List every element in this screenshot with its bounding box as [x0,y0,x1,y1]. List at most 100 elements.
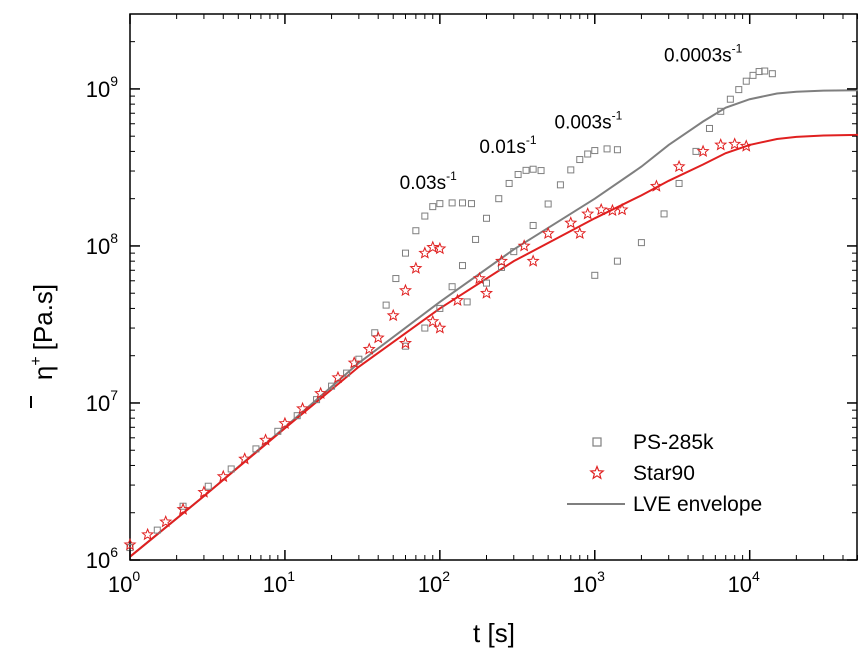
data-point [522,166,530,174]
legend-marker-square [592,437,602,447]
data-point [768,70,776,78]
data-point [159,514,173,528]
data-point [313,396,321,404]
data-point [343,369,351,377]
data-point [556,181,564,189]
x-tick-label: 104 [728,568,760,597]
data-point [482,279,490,287]
data-point [274,427,282,435]
data-point [278,416,292,430]
data-point [448,283,456,291]
data-point [541,226,555,240]
y-axis-superscript: + [28,356,45,365]
data-point [382,301,390,309]
annotations: 0.03s-1 0.01s-1 0.003s-1 0.0003s-1 [400,41,743,194]
data-point [371,330,385,344]
legend-label: Star90 [633,462,695,485]
data-point [429,203,437,211]
data-point [448,199,456,207]
y-tick-labels: 106 107 108 109 [86,73,118,573]
plot-frame [129,13,858,561]
data-point [615,202,629,216]
data-point [398,283,413,297]
lve-envelope-line-1 [129,133,858,558]
data-point [717,107,725,115]
x-axis-title: t [s] [473,618,515,648]
ticks-layer [129,13,858,561]
data-point [123,537,137,551]
data-point [227,465,235,473]
data-point [498,263,506,271]
data-point [726,95,734,103]
data-point [153,526,161,534]
data-point [472,235,480,243]
data-point [613,146,621,154]
data-point [436,200,444,208]
data-point [482,214,490,222]
data-point [605,203,619,217]
x-tick-labels: 100 101 102 103 104 [108,568,760,597]
data-point [467,200,475,208]
y-tick-label: 108 [86,230,118,259]
data-point [705,124,713,132]
series-star90 [123,137,753,551]
data-point [510,248,518,256]
data-point [576,156,584,164]
data-point [401,249,409,257]
y-tick-label: 107 [86,387,118,416]
data-point [450,293,465,306]
legend: PS-285k Star90 LVE envelope [567,431,762,516]
data-point [463,298,471,306]
x-tick-label: 100 [108,568,140,597]
data-point [433,241,447,255]
data-point [567,166,575,174]
data-point [386,308,400,322]
rate-annotation: 0.03s-1 [400,169,457,194]
data-point [436,304,444,312]
data-point [472,271,486,285]
rate-annotation: 0.003s-1 [555,108,623,133]
legend-item: PS-285k [592,431,714,454]
data-point [735,86,743,94]
data-point [426,240,440,253]
data-point [479,286,494,299]
data-point [331,370,345,384]
y-axis-title: η+ [Pa.s] [28,284,58,408]
data-point [637,239,645,247]
data-point [259,433,273,446]
data-point [529,165,537,173]
data-point [216,469,230,483]
data-point [176,502,190,515]
data-point [529,221,537,229]
data-point [749,71,757,79]
series-layer [123,67,858,558]
data-point [649,179,663,192]
data-point [526,254,540,267]
data-point [514,171,522,179]
data-point [591,271,599,279]
data-point [293,412,301,420]
data-point [458,199,466,207]
data-point [544,200,552,208]
data-point [296,401,310,415]
data-point [591,147,599,155]
data-point [409,261,423,274]
data-point [141,527,155,541]
rate-annotation: 0.01s-1 [479,133,536,158]
legend-label: LVE envelope [633,493,762,516]
plot-area [123,13,858,561]
data-point [692,147,700,155]
data-point [197,485,211,498]
svg-text:η+[Pa.s]: η+ [Pa.s] [28,284,58,380]
data-point [433,321,447,334]
data-point [537,167,545,175]
data-point [495,195,503,203]
data-point [761,67,769,75]
data-point [573,226,587,240]
data-point [421,212,429,220]
x-tick-label: 102 [418,568,450,597]
data-point [564,216,578,229]
x-tick-label: 101 [263,568,295,597]
legend-marker-star [589,464,605,480]
